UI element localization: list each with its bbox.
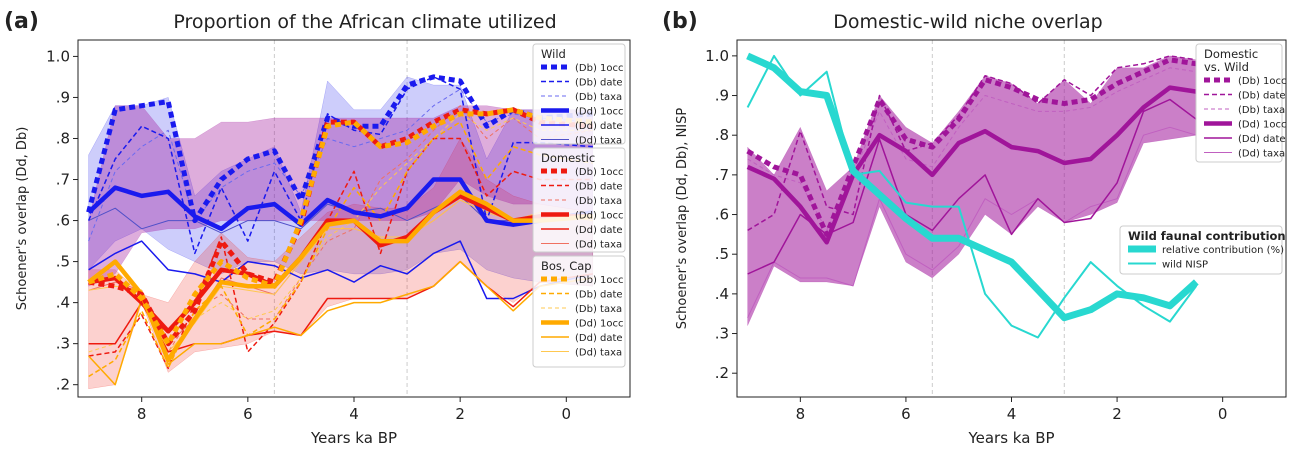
- y-tick-label: .4: [715, 285, 729, 303]
- panel-a-title: Proportion of the African climate utiliz…: [173, 11, 556, 33]
- legend-label: (Dd) taxa: [575, 136, 622, 147]
- legend-label: (Db) date: [575, 78, 623, 89]
- x-tick-label: 6: [901, 405, 911, 423]
- legend-box: [1195, 43, 1283, 163]
- plot-area: [86, 74, 594, 390]
- y-tick-label: .6: [715, 206, 729, 224]
- x-tick-label: 4: [1007, 405, 1017, 423]
- legend-label: (Db) taxa: [1238, 105, 1285, 116]
- legend-label: (Dd) taxa: [575, 240, 622, 251]
- panel-b-chart: 8 6 4 2 0 .2 .3 .4 .5 .6 .7 .8 .9 1.0 Years ka BP Schoe…: [675, 39, 1287, 447]
- series-line: [88, 260, 593, 386]
- panel-b-title: Domestic-wild niche overlap: [833, 11, 1102, 33]
- y-tick-label: .4: [56, 294, 70, 312]
- series-line: [746, 85, 1197, 245]
- legend-label: (Db) taxa: [575, 196, 622, 207]
- x-tick-label: 8: [796, 405, 806, 423]
- legend-label: wild NISP: [1162, 260, 1208, 271]
- legend-label: (Dd) date: [575, 121, 623, 132]
- panel-a-chart: 8 6 4 2 0 .2 .3 .4 .5 .6 .7 .8 .9 1.0 Years ka BP Schoe…: [15, 39, 631, 447]
- legend-heading: vs. Wild: [1204, 60, 1249, 74]
- y-tick-label: .7: [715, 166, 729, 184]
- y-axis-title: Schoener's overlap (Dd, Db), NISP: [675, 108, 690, 330]
- legend-box: [532, 255, 626, 368]
- x-tick-label: 2: [1112, 405, 1122, 423]
- x-tick-label: 2: [455, 405, 465, 423]
- legend-label: (Db) taxa: [575, 92, 622, 103]
- legend-label: (Dd) date: [575, 225, 623, 236]
- x-tick-label: 4: [349, 405, 359, 423]
- y-tick-label: .5: [56, 253, 70, 271]
- series-line: [87, 177, 594, 232]
- x-tick-label: 6: [243, 405, 253, 423]
- y-tick-label: .3: [715, 325, 729, 343]
- panel-b-letter: (b): [662, 9, 698, 34]
- x-axis-title: Years ka BP: [967, 429, 1054, 447]
- legend-heading: Domestic: [1204, 47, 1258, 61]
- y-axis-title: Schoener's overlap (Dd, Db): [15, 127, 30, 311]
- series-line: [88, 121, 593, 378]
- y-tick-label: .2: [56, 376, 70, 394]
- series-line: [746, 57, 1197, 237]
- series-line: [747, 67, 1197, 231]
- legend-box: [532, 147, 626, 253]
- legend-label: (Db) 1occ: [1238, 76, 1287, 87]
- legend-label: (Db) date: [1238, 91, 1286, 102]
- legend-label: (Db) date: [575, 290, 623, 301]
- y-tick-label: .9: [715, 87, 729, 105]
- y-tick-label: .9: [56, 88, 70, 106]
- y-tick-label: 1.0: [705, 47, 729, 65]
- legend-label: (Dd) 1occ: [575, 319, 624, 330]
- series-line: [86, 74, 593, 224]
- legend-heading: Bos, Cap: [541, 259, 592, 273]
- series-line: [747, 98, 1197, 275]
- x-tick-label: 0: [1218, 405, 1228, 423]
- legend-heading: Wild faunal contribution: [1128, 229, 1286, 243]
- legend-box: [1119, 225, 1283, 275]
- legend-label: relative contribution (%): [1162, 245, 1284, 256]
- y-tick-label: .3: [56, 335, 70, 353]
- legend-heading: Domestic: [541, 151, 595, 165]
- legend-label: (Dd) taxa: [575, 348, 622, 359]
- y-tick-label: .8: [715, 126, 729, 144]
- y-tick-label: .5: [715, 245, 729, 263]
- legend-label: (Dd) 1occ: [1238, 120, 1287, 131]
- y-tick-label: .8: [56, 129, 70, 147]
- series-line: [88, 105, 593, 353]
- series-line: [88, 193, 593, 334]
- series-line: [88, 107, 593, 347]
- legend-label: (Dd) 1occ: [575, 211, 624, 222]
- legend-heading: Wild: [541, 47, 566, 61]
- legend-label: (Db) taxa: [575, 304, 622, 315]
- series-line: [747, 55, 1197, 232]
- legend-label: (Db) date: [575, 182, 623, 193]
- legend-label: (Db) 1occ: [575, 167, 624, 178]
- y-tick-label: .2: [715, 364, 729, 382]
- series-line: [88, 240, 593, 300]
- series-line: [87, 107, 593, 347]
- x-tick-label: 8: [137, 405, 147, 423]
- y-tick-label: 1.0: [46, 47, 70, 65]
- legend-label: (Db) 1occ: [575, 63, 624, 74]
- y-tick-label: .7: [56, 171, 70, 189]
- legend-label: (Dd) date: [1238, 134, 1286, 145]
- series-line: [746, 52, 1199, 322]
- series-line: [747, 126, 1197, 318]
- x-axis-title: Years ka BP: [310, 429, 397, 447]
- legend-label: (Dd) 1occ: [575, 107, 624, 118]
- legend-label: (Dd) date: [575, 333, 623, 344]
- legend-label: (Dd) taxa: [1238, 149, 1285, 160]
- series-line: [88, 88, 593, 242]
- series-line: [87, 189, 593, 363]
- legend-label: (Db) 1occ: [575, 275, 624, 286]
- series-line: [746, 54, 1198, 339]
- x-tick-label: 0: [562, 405, 572, 423]
- panel-a-letter: (a): [4, 9, 39, 34]
- plot-area: [746, 52, 1199, 339]
- y-tick-label: .6: [56, 212, 70, 230]
